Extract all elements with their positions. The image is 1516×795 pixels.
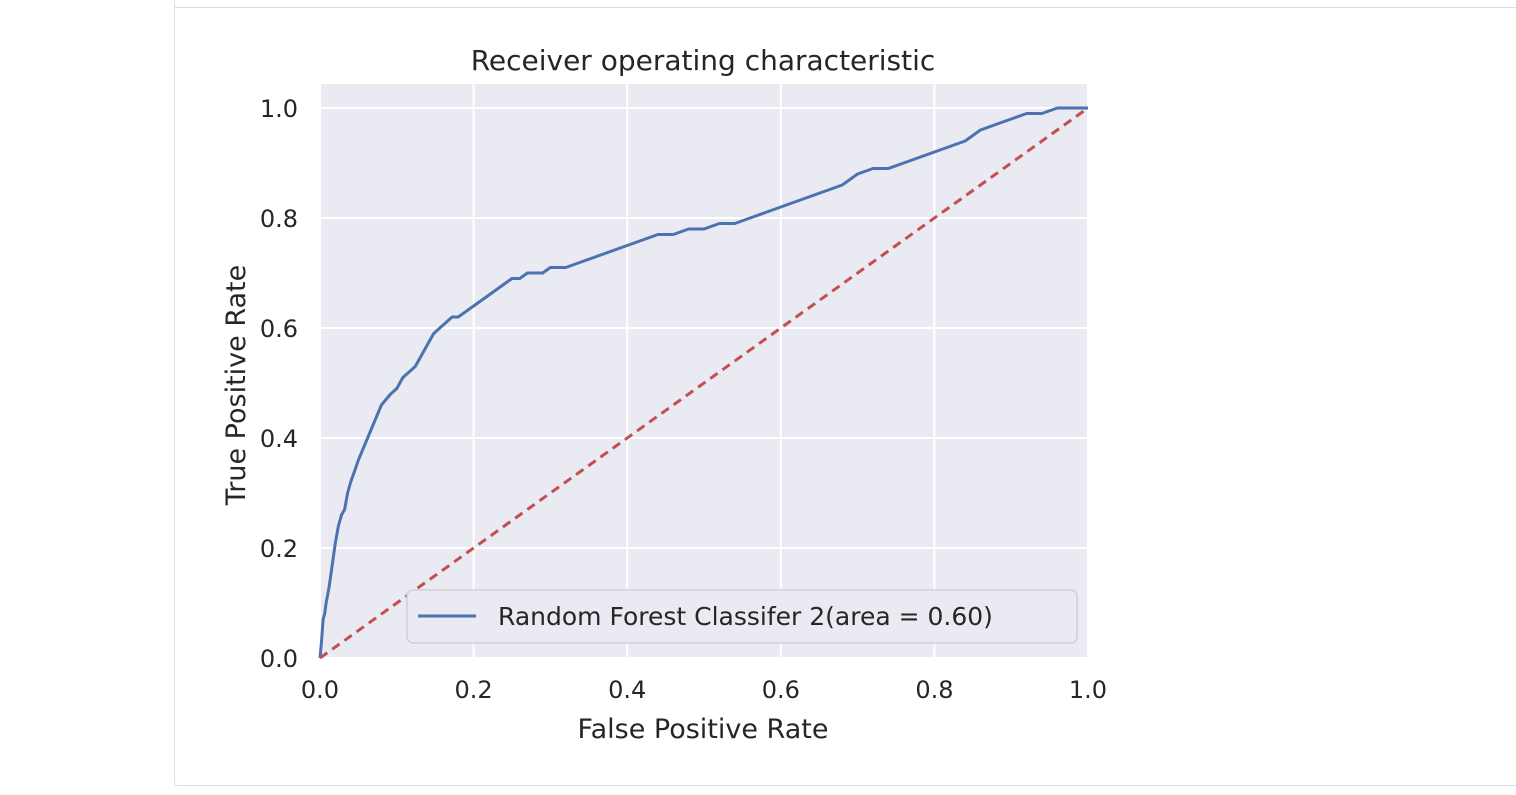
x-tick-label: 0.2 xyxy=(455,676,493,704)
y-tick-label: 0.0 xyxy=(260,645,298,673)
roc-curve-line xyxy=(318,106,1088,659)
y-tick-label: 1.0 xyxy=(260,95,298,123)
x-tick-label: 0.4 xyxy=(608,676,646,704)
y-tick-label: 0.6 xyxy=(260,315,298,343)
grid-lines xyxy=(319,84,1089,659)
x-tick-label: 1.0 xyxy=(1069,676,1107,704)
plot-area xyxy=(320,84,1088,658)
legend: Random Forest Classifer 2(area = 0.60) xyxy=(406,589,1078,644)
cell-divider xyxy=(175,7,1516,8)
x-tick-label: 0.8 xyxy=(915,676,953,704)
y-tick-label: 0.2 xyxy=(260,535,298,563)
y-tick-label: 0.8 xyxy=(260,205,298,233)
y-tick-label: 0.4 xyxy=(260,425,298,453)
legend-label: Random Forest Classifer 2(area = 0.60) xyxy=(498,602,993,631)
y-axis-title: True Positive Rate xyxy=(221,265,252,507)
x-tick-labels: 0.0 0.2 0.4 0.6 0.8 1.0 xyxy=(301,676,1107,704)
x-tick-label: 0.6 xyxy=(762,676,800,704)
x-tick-label: 0.0 xyxy=(301,676,339,704)
y-tick-labels: 0.0 0.2 0.4 0.6 0.8 1.0 xyxy=(260,95,298,673)
x-axis-title: False Positive Rate xyxy=(578,714,829,745)
legend-box xyxy=(406,589,1078,644)
chance-diagonal-line xyxy=(319,106,1089,660)
series-layer xyxy=(318,106,1089,660)
chart-title: Receiver operating characteristic xyxy=(471,44,936,77)
